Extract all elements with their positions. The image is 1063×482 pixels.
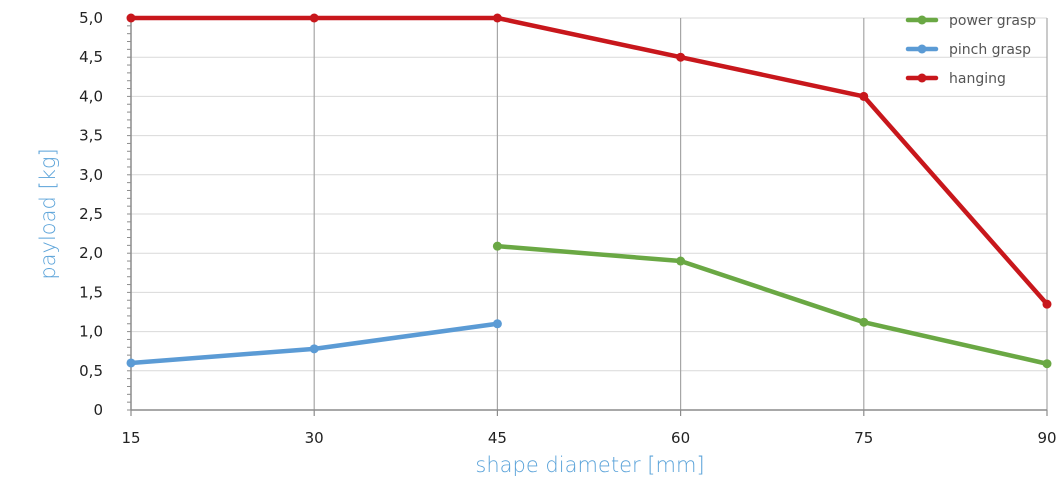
y-axis-title: payload [kg] [36,148,60,279]
x-tick-label: 45 [488,429,507,447]
data-point [859,317,869,327]
legend-marker [917,73,927,83]
legend-marker [917,15,927,25]
legend-label: power grasp [949,13,1036,29]
data-point [859,91,869,101]
data-point [126,358,136,368]
legend-marker [917,44,927,54]
series-power-grasp [492,241,1052,369]
legend-item: power grasp [905,13,1036,29]
data-point [1042,299,1052,309]
x-tick-label: 15 [121,429,140,447]
series-line [128,15,1050,307]
x-tick-label: 30 [305,429,324,447]
series-pinch-grasp [126,319,502,368]
x-tick-label: 75 [854,429,873,447]
y-tick-label: 2,0 [79,244,103,262]
legend-label: pinch grasp [949,42,1031,58]
data-point [492,319,502,329]
legend-item: pinch grasp [905,42,1031,58]
data-point [676,52,686,62]
x-tick-label: 60 [671,429,690,447]
y-tick-label: 4,5 [79,48,103,66]
data-point [309,13,319,23]
y-tick-label: 1,5 [79,283,103,301]
y-tick-label: 2,5 [79,205,103,223]
legend: power grasp pinch grasp hanging [905,13,1036,87]
y-tick-label: 5,0 [79,9,103,27]
y-tick-label: 3,5 [79,127,103,145]
data-point [676,256,686,266]
series-line [495,243,1050,366]
data-point [492,241,502,251]
series-layer [126,13,1052,369]
axes: 0 0,5 1,0 1,5 2,0 2,5 3,0 3,5 4,0 4,5 5,0 15 30 45 60 7… [79,9,1056,447]
y-tick-label: 3,0 [79,166,103,184]
x-tick-label: 90 [1037,429,1056,447]
data-point [309,344,319,354]
series-hanging [126,13,1052,309]
y-tick-label: 0,5 [79,362,103,380]
y-tick-label: 1,0 [79,323,103,341]
legend-item: hanging [905,71,1006,87]
y-tick-label: 0 [93,401,103,419]
legend-label: hanging [949,71,1006,87]
data-point [126,13,136,23]
x-axis-title: shape diameter [mm] [475,453,704,477]
data-point [1042,359,1052,369]
data-point [492,13,502,23]
y-tick-label: 4,0 [79,87,103,105]
